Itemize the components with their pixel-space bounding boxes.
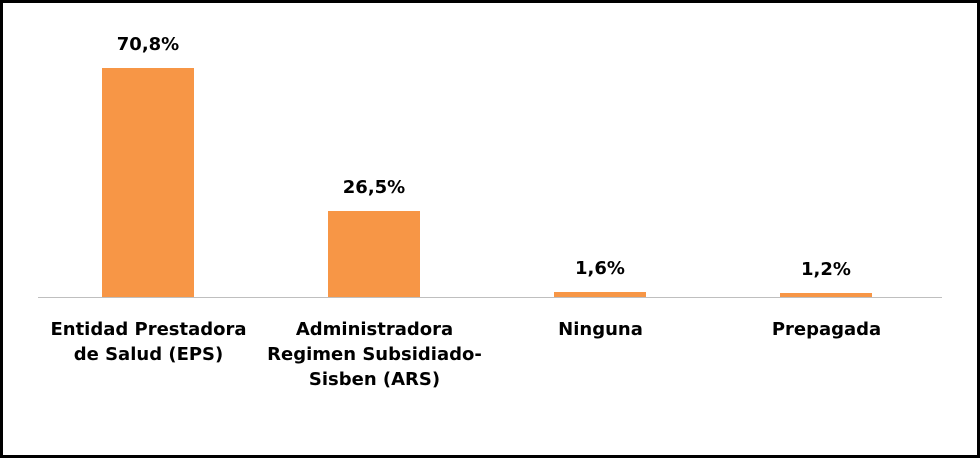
value-label: 1,6% [575, 257, 625, 279]
x-tick-label: Ninguna [558, 319, 643, 340]
x-tick-label: Administradora Regimen Subsidiado-Sisben… [267, 319, 482, 390]
x-axis-line [38, 297, 942, 298]
bar [554, 291, 646, 297]
bar [328, 211, 420, 297]
x-tick-label: Entidad Prestadora de Salud (EPS) [50, 319, 247, 365]
x-tick-label: Prepagada [771, 319, 882, 340]
bar [102, 68, 194, 297]
bar [780, 293, 872, 297]
value-label: 1,2% [801, 259, 851, 281]
value-label: 70,8% [116, 34, 180, 55]
value-label: 26,5% [342, 177, 406, 199]
